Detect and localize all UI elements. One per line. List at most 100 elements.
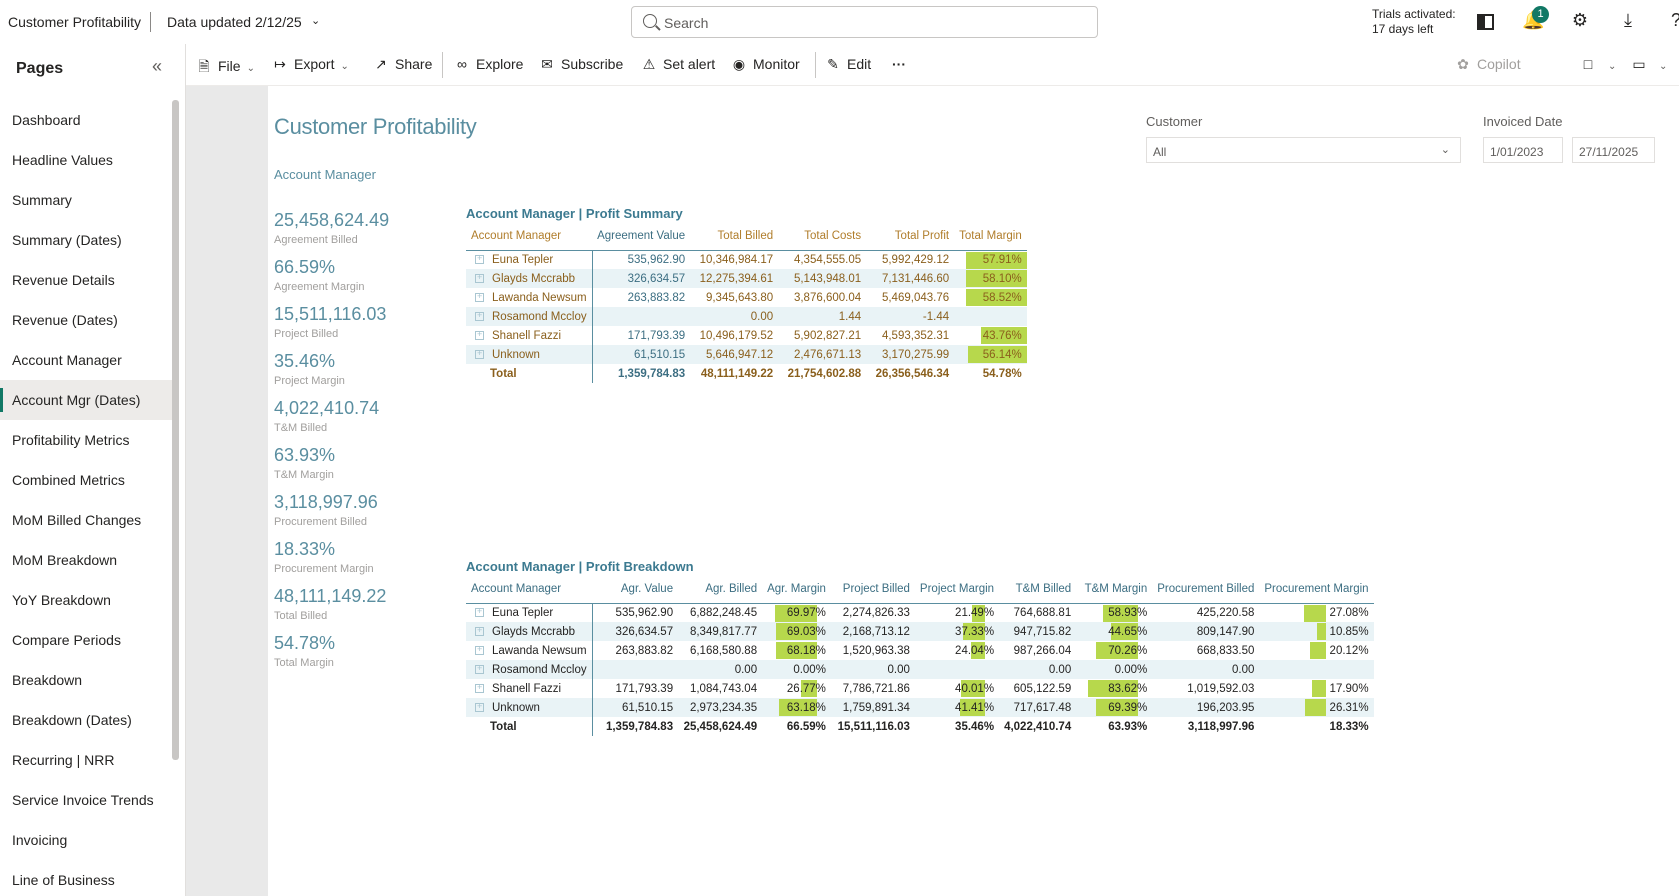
row-label[interactable]: Rosamond Mccloy bbox=[466, 660, 593, 679]
search-box[interactable]: Search bbox=[631, 6, 1098, 38]
table-row[interactable]: Unknown 61,510.15 2,973,234.35 63.18% 1,759,… bbox=[466, 698, 1374, 717]
edit-button[interactable]: ✎ Edit bbox=[825, 56, 871, 73]
table-row[interactable]: Lawanda Newsum 263,883.82 6,168,580.88 68.1… bbox=[466, 641, 1374, 660]
share-button[interactable]: ↗ Share bbox=[373, 56, 432, 73]
panel-toggle-icon[interactable] bbox=[1474, 10, 1496, 34]
column-header[interactable]: Agreement Value bbox=[597, 230, 686, 242]
collapse-panel-icon[interactable]: « bbox=[152, 56, 163, 76]
explore-button[interactable]: ∞ Explore bbox=[454, 56, 523, 72]
table-row[interactable]: Unknown 61,510.15 5,646,947.12 2,476,671.13… bbox=[466, 345, 1027, 364]
table-row[interactable]: Glayds Mccrabb 326,634.57 8,349,817.77 69.0… bbox=[466, 622, 1374, 641]
table-row[interactable]: Shanell Fazzi 171,793.39 1,084,743.04 26.77… bbox=[466, 679, 1374, 698]
page-item[interactable]: MoM Billed Changes bbox=[12, 512, 142, 528]
row-label[interactable]: Glayds Mccrabb bbox=[466, 622, 593, 641]
page-item[interactable]: Breakdown bbox=[12, 672, 83, 688]
page-item[interactable]: Breakdown (Dates) bbox=[12, 712, 132, 728]
set-alert-button[interactable]: ⚠ Set alert bbox=[642, 56, 716, 72]
row-label[interactable]: Shanell Fazzi bbox=[466, 679, 593, 698]
copilot-button[interactable]: ✿ Copilot bbox=[1455, 56, 1520, 73]
row-label[interactable]: Unknown bbox=[466, 345, 593, 364]
profit-summary-table[interactable]: Account Manager Agreement Value Total Bill… bbox=[466, 226, 1027, 383]
column-header[interactable]: Procurement Billed bbox=[1157, 583, 1255, 595]
row-label[interactable]: Lawanda Newsum bbox=[466, 288, 593, 307]
page-item[interactable]: Summary (Dates) bbox=[12, 232, 122, 248]
table-row[interactable]: Euna Tepler 535,962.90 6,882,248.45 69.97% 2… bbox=[466, 602, 1374, 622]
column-header[interactable]: Project Margin bbox=[919, 583, 995, 595]
page-item[interactable]: Profitability Metrics bbox=[12, 432, 130, 448]
page-item[interactable]: Service Invoice Trends bbox=[12, 792, 154, 808]
column-header[interactable]: Agr. Value bbox=[620, 583, 674, 595]
table-row[interactable]: Rosamond Mccloy 0.00 0.00% 0.00 0.00 0.00% 0.0… bbox=[466, 660, 1374, 679]
table-row[interactable]: Shanell Fazzi 171,793.39 10,496,179.52 5,90… bbox=[466, 326, 1027, 345]
column-header[interactable]: Agr. Margin bbox=[767, 583, 826, 595]
page-item[interactable]: Compare Periods bbox=[12, 632, 121, 648]
column-header[interactable]: T&M Margin bbox=[1084, 583, 1148, 595]
page-item[interactable]: Headline Values bbox=[12, 152, 113, 168]
page-item[interactable]: Summary bbox=[12, 192, 72, 208]
page-item[interactable]: Account Manager bbox=[12, 352, 122, 368]
chevron-down-icon[interactable]: ⌄ bbox=[311, 15, 321, 27]
help-icon[interactable]: ? bbox=[1665, 10, 1679, 34]
column-header[interactable]: Total Billed bbox=[717, 230, 774, 242]
row-label[interactable]: Unknown bbox=[466, 698, 593, 717]
row-label[interactable]: Euna Tepler bbox=[466, 602, 593, 622]
table-row[interactable]: Lawanda Newsum 263,883.82 9,345,643.80 3,87… bbox=[466, 288, 1027, 307]
page-item[interactable]: MoM Breakdown bbox=[12, 552, 118, 568]
more-options-button[interactable]: ··· bbox=[892, 56, 906, 72]
row-label[interactable]: Rosamond Mccloy bbox=[466, 307, 593, 326]
page-item[interactable]: Combined Metrics bbox=[12, 472, 125, 488]
column-header[interactable]: Procurement Margin bbox=[1264, 583, 1369, 595]
column-header[interactable]: Total Costs bbox=[804, 230, 862, 242]
page-item[interactable]: Invoicing bbox=[12, 832, 68, 848]
column-header[interactable]: Account Manager bbox=[471, 583, 562, 595]
expand-icon[interactable] bbox=[475, 253, 484, 265]
row-label[interactable]: Lawanda Newsum bbox=[466, 641, 593, 660]
table-row[interactable]: Euna Tepler 535,962.90 10,346,984.17 4,354,… bbox=[466, 249, 1027, 269]
column-header[interactable]: Agr. Billed bbox=[705, 583, 758, 595]
file-menu[interactable]: 🗎 File ⌄ bbox=[196, 56, 255, 80]
expand-icon[interactable] bbox=[475, 291, 484, 302]
view-menu[interactable]: ▭ ⌄ bbox=[1631, 56, 1667, 73]
trials-status[interactable]: Trials activated: 17 days left bbox=[1372, 7, 1456, 37]
page-item[interactable]: YoY Breakdown bbox=[12, 592, 111, 608]
gear-icon[interactable]: ⚙ bbox=[1571, 10, 1589, 30]
column-header[interactable]: Total Margin bbox=[959, 230, 1022, 242]
bookmark-menu[interactable]: □ ⌄ bbox=[1580, 56, 1617, 72]
data-updated-dropdown[interactable]: Data updated 2/12/25 bbox=[167, 14, 302, 30]
page-item[interactable]: Dashboard bbox=[12, 112, 81, 128]
date-to-input[interactable]: 27/11/2025 bbox=[1572, 137, 1655, 163]
expand-icon[interactable] bbox=[475, 625, 484, 636]
column-header[interactable]: T&M Billed bbox=[1015, 583, 1072, 595]
row-label[interactable]: Euna Tepler bbox=[466, 249, 593, 269]
column-header[interactable]: Project Billed bbox=[842, 583, 910, 595]
expand-icon[interactable] bbox=[475, 272, 484, 283]
date-from-input[interactable]: 1/01/2023 bbox=[1483, 137, 1563, 163]
expand-icon[interactable] bbox=[475, 701, 484, 712]
expand-icon[interactable] bbox=[475, 310, 484, 321]
expand-icon[interactable] bbox=[475, 644, 484, 655]
profit-breakdown-table[interactable]: Account Manager Agr. Value Agr. Billed Agr.… bbox=[466, 579, 1374, 736]
page-item[interactable]: Recurring | NRR bbox=[12, 752, 115, 768]
expand-icon[interactable] bbox=[475, 329, 484, 340]
column-header[interactable]: Total Profit bbox=[894, 230, 950, 242]
page-item[interactable]: Line of Business bbox=[12, 872, 115, 888]
pages-scrollbar[interactable] bbox=[172, 100, 179, 760]
subscribe-button[interactable]: ✉ Subscribe bbox=[539, 56, 623, 73]
page-item[interactable]: Revenue (Dates) bbox=[12, 312, 118, 328]
expand-icon[interactable] bbox=[475, 606, 484, 618]
expand-icon[interactable] bbox=[475, 682, 484, 693]
monitor-button[interactable]: ◉ Monitor bbox=[732, 56, 800, 72]
table-row[interactable]: Rosamond Mccloy 0.00 1.44 -1.44 bbox=[466, 307, 1027, 326]
app-name[interactable]: Customer Profitability bbox=[8, 14, 142, 30]
table-row[interactable]: Glayds Mccrabb 326,634.57 12,275,394.61 5,1… bbox=[466, 269, 1027, 288]
row-label[interactable]: Shanell Fazzi bbox=[466, 326, 593, 345]
expand-icon[interactable] bbox=[475, 348, 484, 359]
download-icon[interactable]: ⤓ bbox=[1624, 10, 1632, 30]
column-header[interactable]: Account Manager bbox=[471, 230, 562, 242]
row-label[interactable]: Glayds Mccrabb bbox=[466, 269, 593, 288]
customer-filter-dropdown[interactable]: All ⌄ bbox=[1146, 137, 1461, 163]
page-item[interactable]: Revenue Details bbox=[12, 272, 115, 288]
expand-icon[interactable] bbox=[475, 663, 484, 674]
export-menu[interactable]: ↦ Export ⌄ bbox=[272, 56, 349, 73]
page-item[interactable]: Account Mgr (Dates) bbox=[0, 380, 172, 420]
